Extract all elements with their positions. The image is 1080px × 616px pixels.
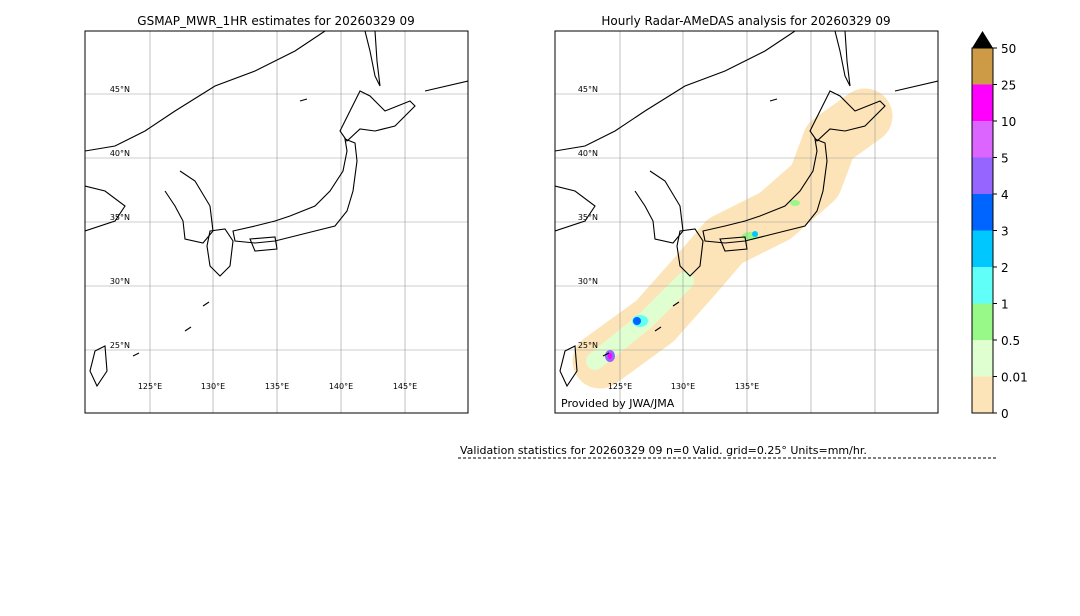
lat-label: 30°N (110, 277, 130, 286)
colorbar-box (972, 157, 993, 194)
left-map: 45°N 40°N 35°N 30°N 25°N 125°E 130°E 135°E 140°E… (84, 30, 469, 414)
left-title: GSMAP_MWR_1HR estimates for 20260329 09 (137, 14, 414, 28)
lat-label: 25°N (578, 341, 598, 350)
lon-label: 135°E (735, 382, 759, 391)
lon-label: 125°E (608, 382, 632, 391)
precipitation (572, 88, 893, 389)
colorbar-label: 50 (1001, 42, 1016, 56)
colorbar-box (972, 84, 993, 121)
right-title: Hourly Radar-AMeDAS analysis for 2026032… (601, 14, 890, 28)
colorbar-label: 0.5 (1001, 334, 1020, 348)
colorbar-label: 1 (1001, 298, 1009, 312)
colorbar-box (972, 194, 993, 231)
colorbar-label: 10 (1001, 115, 1016, 129)
lat-label: 40°N (578, 149, 598, 158)
colorbar-box (972, 340, 993, 377)
colorbar-box (972, 48, 993, 85)
colorbar-label: 0.01 (1001, 371, 1028, 385)
colorbar-label: 5 (1001, 152, 1009, 166)
colorbar-label: 0 (1001, 407, 1009, 421)
lat-label: 45°N (578, 85, 598, 94)
colorbar-box (972, 303, 993, 340)
lat-label: 40°N (110, 149, 130, 158)
right-map: Provided by JWA/JMA 45°N 40°N 35°N 30°N 25°N… (554, 30, 939, 414)
lon-label: 125°E (138, 382, 162, 391)
lat-label: 35°N (578, 213, 598, 222)
colorbar-box (972, 267, 993, 304)
lon-label: 135°E (265, 382, 289, 391)
colorbar-extend (972, 31, 993, 48)
lon-label: 145°E (393, 382, 417, 391)
lat-label: 30°N (578, 277, 598, 286)
colorbar-label: 2 (1001, 261, 1009, 275)
lat-label: 45°N (110, 85, 130, 94)
lon-label: 130°E (671, 382, 695, 391)
colorbar-box (972, 376, 993, 413)
lon-label: 130°E (201, 382, 225, 391)
colorbar-box (972, 230, 993, 267)
lon-label: 140°E (329, 382, 353, 391)
credit: Provided by JWA/JMA (561, 397, 675, 410)
colorbar-label: 4 (1001, 188, 1009, 202)
lat-label: 35°N (110, 213, 130, 222)
validation-text: Validation statistics for 20260329 09 n=… (460, 444, 867, 457)
colorbar: 0 0.01 0.5 1 2 3 4 5 10 25 50 (971, 31, 1028, 421)
lat-label: 25°N (110, 341, 130, 350)
colorbar-label: 3 (1001, 225, 1009, 239)
colorbar-box (972, 121, 993, 158)
colorbar-label: 25 (1001, 79, 1016, 93)
